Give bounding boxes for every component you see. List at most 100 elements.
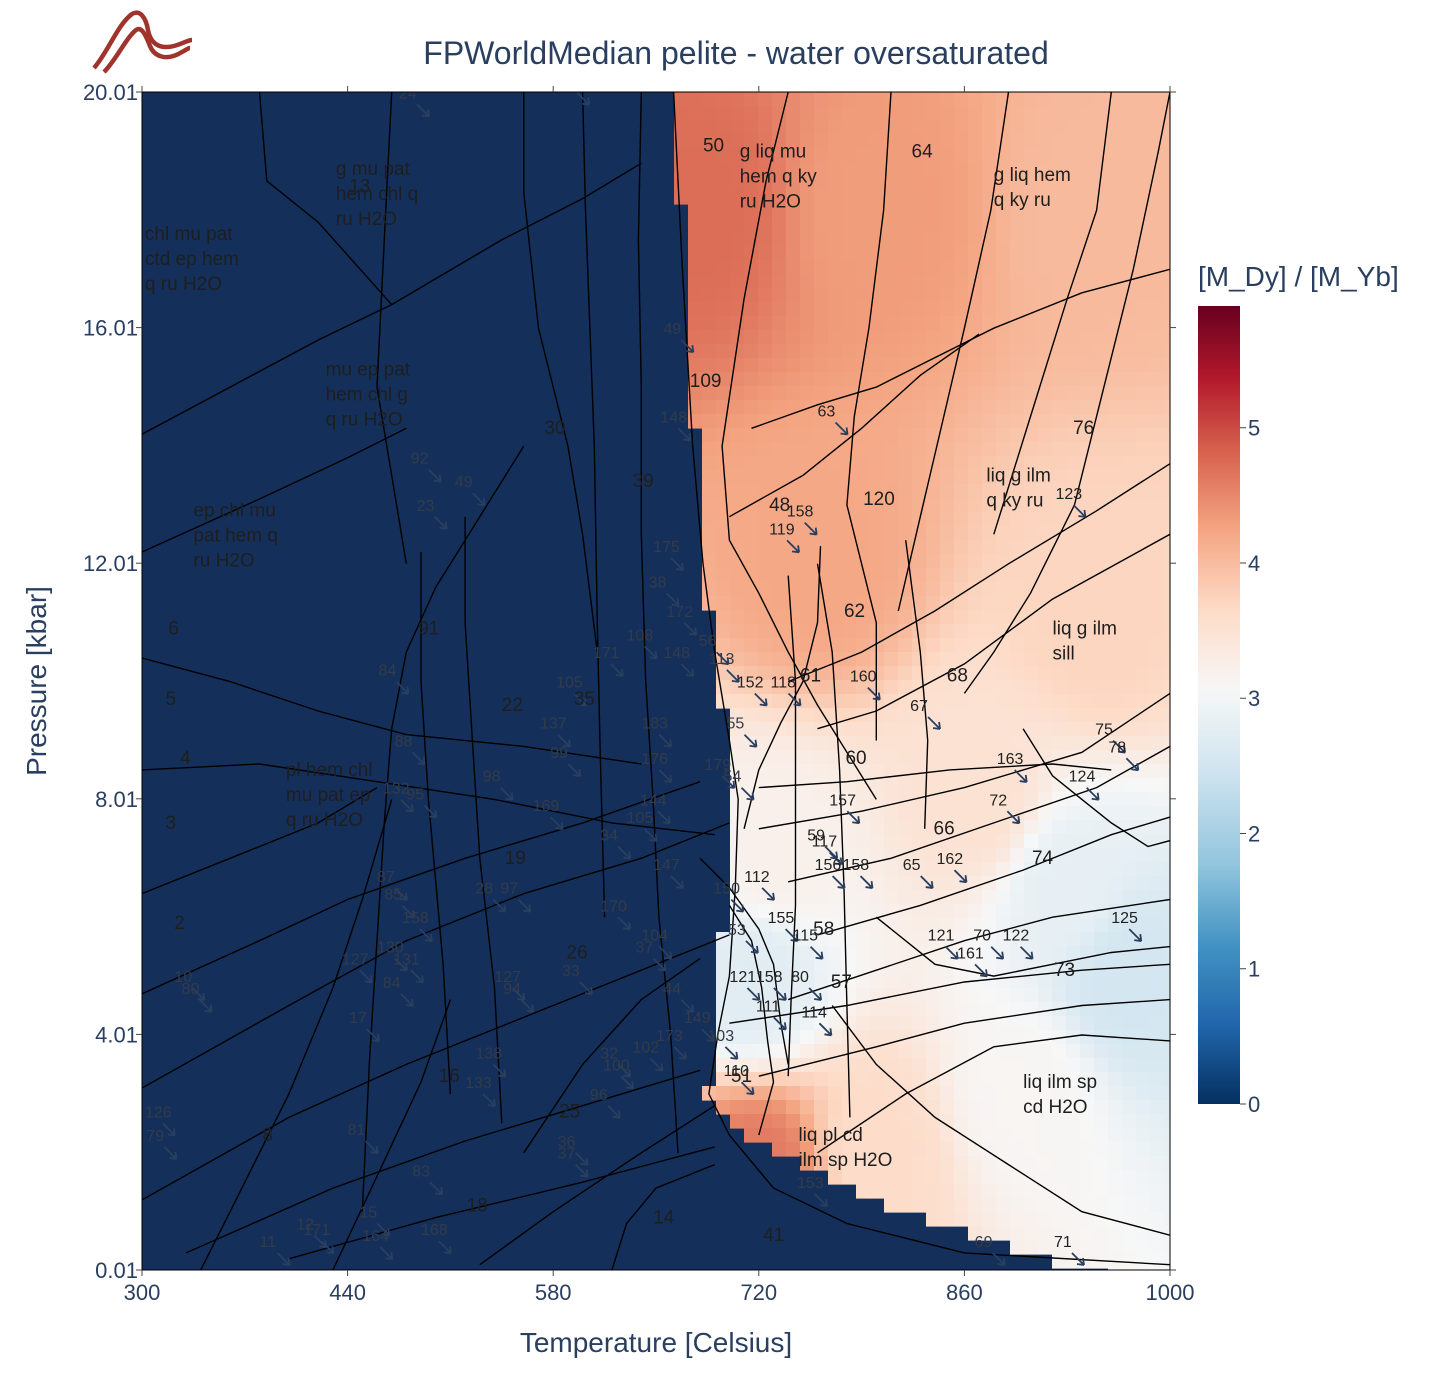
heat-cell [1164,722,1170,737]
heat-cell [1108,344,1123,359]
heat-cell [884,218,899,233]
pointer-arrow-icon [429,1181,444,1196]
heat-cell [1094,400,1109,415]
heat-cell [926,1044,941,1059]
heat-cell [786,246,801,261]
heat-cell [1108,848,1123,863]
heat-cell [688,162,703,177]
heat-cell [968,470,983,485]
heat-cell [772,316,787,331]
heat-cell [996,806,1011,821]
heat-cell [800,918,815,933]
heat-cell [744,820,759,835]
heat-cell [1150,1128,1165,1143]
heat-cell [716,120,731,135]
heat-cell [1038,1086,1053,1101]
heat-cell [1164,372,1170,387]
pointer-arrow-icon [746,987,761,1001]
pointer-arrow-icon [721,775,736,789]
heat-cell [1038,722,1053,737]
heat-cell [1010,428,1025,443]
heat-cell [982,372,997,387]
heat-cell [954,246,969,261]
heat-cell [786,904,801,919]
heat-cell [884,288,899,303]
heat-cell [1164,904,1170,919]
heat-cell [1094,596,1109,611]
heat-cell [1136,106,1151,121]
heat-cell [744,1030,759,1045]
heat-cell [1150,960,1165,975]
heat-cell [968,176,983,191]
heat-cell [786,414,801,429]
heat-cell [772,428,787,443]
heat-cell [842,344,857,359]
heat-cell [814,428,829,443]
heat-cell [800,442,815,457]
heat-cell [744,190,759,205]
heat-cell [828,568,843,583]
heat-cell [800,778,815,793]
heat-cell [1108,148,1123,163]
heat-cell [730,484,745,499]
pointer-arrow-icon [1086,787,1100,801]
heat-cell [730,344,745,359]
heat-cell [758,470,773,485]
heat-cell [1080,694,1095,709]
pointer-arrow-icon [773,987,787,1001]
field-number-label: 4 [180,748,191,769]
field-assemblage-line: pl hem chl [286,760,373,781]
heat-cell [688,344,703,359]
heat-cell [1108,1184,1123,1199]
heat-cell [786,918,801,933]
heat-cell [814,792,829,807]
heat-cell [772,722,787,737]
heat-cell [1136,190,1151,205]
heat-cell [982,946,997,961]
heat-cell [856,652,871,667]
heat-cell [856,1156,871,1171]
heat-cell [786,876,801,891]
heat-cell [1150,344,1165,359]
heat-cell [982,554,997,569]
heat-cell [1122,834,1137,849]
heat-cell [926,316,941,331]
heat-cell [1122,848,1137,863]
field-number-small-label: 172 [666,604,693,621]
field-assemblage-line: ru H2O [336,209,397,230]
heat-cell [1136,1184,1151,1199]
heat-cell [912,596,927,611]
heat-cell [1094,1100,1109,1115]
heat-cell [1052,820,1067,835]
heat-cell [1080,680,1095,695]
heat-cell [968,400,983,415]
heat-cell [772,848,787,863]
heat-cell [912,848,927,863]
heat-cell [856,946,871,961]
heat-cell [982,1058,997,1073]
heat-cell [1066,1128,1081,1143]
heat-cell [786,358,801,373]
heat-cell [1094,764,1109,779]
heat-cell [1080,722,1095,737]
heat-cell [1150,1240,1165,1255]
field-number-small-label: 130 [377,940,404,957]
heat-cell [940,1198,955,1213]
heat-cell [730,106,745,121]
heat-cell [800,302,815,317]
heat-cell [744,1128,759,1143]
heat-cell [1164,526,1170,541]
heat-cell [926,890,941,905]
heat-cell [968,1184,983,1199]
heat-cell [786,1142,801,1157]
heat-cell [1080,1142,1095,1157]
colorbar-tick-label: 5 [1248,416,1260,441]
heat-cell [1038,1156,1053,1171]
heat-cell [912,1002,927,1017]
heat-cell [716,526,731,541]
heat-cell [996,988,1011,1003]
heat-cell [898,666,913,681]
heat-cell [842,862,857,877]
heat-cell [870,526,885,541]
heat-cell [884,624,899,639]
